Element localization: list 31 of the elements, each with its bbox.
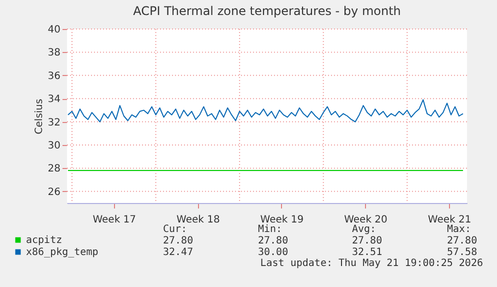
legend-label: acpitz [26,235,62,246]
y-tick-label: 40 [48,24,60,36]
text: 27.80 [163,236,194,246]
y-tick-label: 32 [48,117,60,128]
y-tick-label: 34 [48,94,60,106]
text: 57.58 [447,247,478,258]
legend-label: x86_pkg_temp [26,247,98,258]
text: 32.51 [352,247,382,258]
x-tick-label: Week 20 [344,214,388,226]
y-tick-label: 26 [48,186,60,198]
y-tick-label: 28 [48,164,60,175]
line-series [68,99,464,122]
text: 27.80 [352,236,382,246]
text: Last update: Thu May 21 19:00:25 2026 [260,258,483,269]
y-tick-label: 30 [48,140,60,152]
text: Avg: [352,224,376,235]
chart-title: ACPI Thermal zone temperatures - by month [133,4,401,18]
text: 32.47 [163,247,194,258]
text: Max: [447,224,472,235]
text: 30.00 [258,247,288,258]
x-tick-label: Week 17 [92,214,136,226]
text: Min: [258,224,282,235]
x-tick-label: Week 19 [260,214,304,226]
x-tick-label: Week 18 [176,214,220,226]
y-tick-label: 38 [48,48,60,59]
text: 27.80 [258,236,288,246]
x-tick-label: Week 21 [428,214,472,226]
y-axis-title: Celsius [34,98,45,134]
text: 27.80 [447,236,478,246]
text: Cur: [163,224,188,235]
y-tick-label: 36 [48,70,60,82]
